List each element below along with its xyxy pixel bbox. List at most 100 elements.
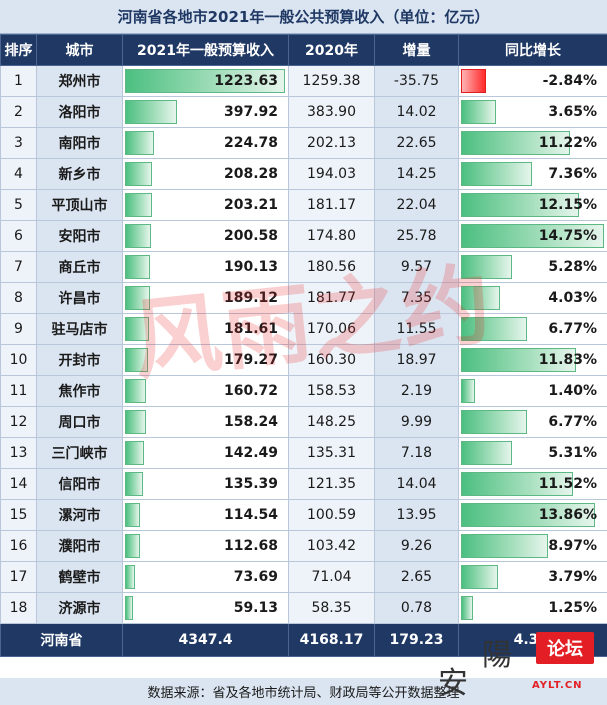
city-cell: 焦作市 [36, 375, 123, 407]
revenue-bar [125, 503, 140, 527]
increase-cell: 9.57 [374, 251, 459, 283]
yoy-growth-value: 6.77% [548, 414, 597, 430]
city-cell: 三门峡市 [36, 437, 123, 469]
increase-cell: -35.75 [374, 65, 459, 97]
yoy-growth-cell: 4.03% [458, 282, 607, 314]
revenue-bar [125, 472, 143, 496]
yoy-bar [461, 348, 576, 372]
revenue-bar [125, 100, 178, 124]
revenue-2021-value: 73.69 [233, 569, 278, 585]
revenue-bar [125, 317, 149, 341]
revenue-2021-value: 203.21 [223, 197, 278, 213]
header-city: 城市 [36, 34, 123, 66]
total-row: 河南省 4347.4 4168.17 179.23 4.3% [0, 623, 607, 657]
table-row: 17 鹤壁市 73.69 71.04 2.65 3.79% [0, 561, 607, 593]
header-2020: 2020年 [288, 34, 375, 66]
revenue-2021-cell: 1223.63 [122, 65, 289, 97]
table-body: 1 郑州市 1223.63 1259.38 -35.75 -2.84% 2 洛阳市 397.92… [0, 65, 607, 624]
revenue-2020-cell: 160.30 [288, 344, 375, 376]
yoy-growth-cell: 11.22% [458, 127, 607, 159]
table-row: 1 郑州市 1223.63 1259.38 -35.75 -2.84% [0, 65, 607, 97]
revenue-2020-cell: 202.13 [288, 127, 375, 159]
rank-cell: 16 [0, 530, 37, 562]
revenue-2021-cell: 59.13 [122, 592, 289, 624]
rank-cell: 8 [0, 282, 37, 314]
increase-cell: 13.95 [374, 499, 459, 531]
header-rank: 排序 [0, 34, 37, 66]
revenue-bar [125, 69, 285, 93]
city-cell: 济源市 [36, 592, 123, 624]
yoy-bar [461, 193, 579, 217]
table-row: 3 南阳市 224.78 202.13 22.65 11.22% [0, 127, 607, 159]
revenue-2021-cell: 112.68 [122, 530, 289, 562]
revenue-2020-cell: 174.80 [288, 220, 375, 252]
header-yoy-growth: 同比增长 [458, 34, 607, 66]
revenue-2020-cell: 121.35 [288, 468, 375, 500]
yoy-growth-value: 5.28% [548, 259, 597, 275]
yoy-growth-cell: 12.15% [458, 189, 607, 221]
yoy-growth-value: 4.03% [548, 290, 597, 306]
revenue-2021-value: 189.12 [223, 290, 278, 306]
yoy-growth-value: 3.79% [548, 569, 597, 585]
increase-cell: 25.78 [374, 220, 459, 252]
revenue-2020-cell: 181.77 [288, 282, 375, 314]
revenue-bar [125, 224, 152, 248]
increase-cell: 18.97 [374, 344, 459, 376]
yoy-growth-cell: 1.25% [458, 592, 607, 624]
increase-cell: 22.04 [374, 189, 459, 221]
yoy-negative-bar [461, 69, 487, 93]
rank-cell: 11 [0, 375, 37, 407]
table-row: 5 平顶山市 203.21 181.17 22.04 12.15% [0, 189, 607, 221]
revenue-2021-cell: 158.24 [122, 406, 289, 438]
revenue-2021-value: 114.54 [223, 507, 278, 523]
rank-cell: 12 [0, 406, 37, 438]
rank-cell: 13 [0, 437, 37, 469]
revenue-2021-cell: 73.69 [122, 561, 289, 593]
yoy-bar [461, 286, 501, 310]
yoy-growth-cell: -2.84% [458, 65, 607, 97]
yoy-growth-cell: 13.86% [458, 499, 607, 531]
table-row: 13 三门峡市 142.49 135.31 7.18 5.31% [0, 437, 607, 469]
increase-cell: 9.26 [374, 530, 459, 562]
revenue-2021-cell: 179.27 [122, 344, 289, 376]
table-row: 7 商丘市 190.13 180.56 9.57 5.28% [0, 251, 607, 283]
table-row: 15 漯河市 114.54 100.59 13.95 13.86% [0, 499, 607, 531]
revenue-2020-cell: 148.25 [288, 406, 375, 438]
yoy-bar [461, 596, 474, 620]
rank-cell: 14 [0, 468, 37, 500]
city-cell: 平顶山市 [36, 189, 123, 221]
revenue-2021-value: 200.58 [223, 228, 278, 244]
yoy-bar [461, 379, 475, 403]
total-increase: 179.23 [374, 623, 459, 657]
revenue-2020-cell: 158.53 [288, 375, 375, 407]
revenue-2021-value: 224.78 [223, 135, 278, 151]
revenue-bar [125, 596, 133, 620]
total-label: 河南省 [0, 623, 123, 657]
header-row: 排序 城市 2021年一般预算收入 2020年 增量 同比增长 [0, 34, 607, 66]
revenue-2020-cell: 181.17 [288, 189, 375, 221]
revenue-2021-cell: 397.92 [122, 96, 289, 128]
revenue-bar [125, 534, 140, 558]
revenue-2020-cell: 383.90 [288, 96, 375, 128]
total-2020: 4168.17 [288, 623, 375, 657]
yoy-growth-value: 8.97% [548, 538, 597, 554]
rank-cell: 1 [0, 65, 37, 97]
header-increase: 增量 [374, 34, 459, 66]
yoy-bar [461, 472, 573, 496]
revenue-bar [125, 255, 150, 279]
rank-cell: 4 [0, 158, 37, 190]
yoy-bar [461, 255, 513, 279]
yoy-growth-value: 1.25% [548, 600, 597, 616]
revenue-2021-cell: 135.39 [122, 468, 289, 500]
revenue-bar [125, 348, 149, 372]
revenue-2020-cell: 180.56 [288, 251, 375, 283]
revenue-2020-cell: 1259.38 [288, 65, 375, 97]
yoy-growth-cell: 6.77% [458, 406, 607, 438]
yoy-growth-value: 1.40% [548, 383, 597, 399]
table-row: 14 信阳市 135.39 121.35 14.04 11.52% [0, 468, 607, 500]
city-cell: 许昌市 [36, 282, 123, 314]
yoy-bar [461, 224, 604, 248]
increase-cell: 14.25 [374, 158, 459, 190]
table-row: 9 驻马店市 181.61 170.06 11.55 6.77% [0, 313, 607, 345]
yoy-growth-cell: 3.79% [458, 561, 607, 593]
